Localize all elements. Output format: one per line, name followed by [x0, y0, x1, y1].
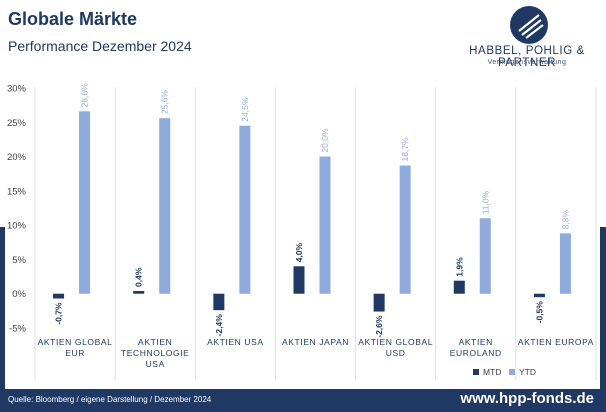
hpp-logo-icon [510, 6, 548, 44]
mtd-bar [533, 293, 545, 298]
ytd-bar [399, 165, 411, 294]
legend-mtd-label: MTD [483, 367, 501, 377]
category-label: USD [386, 348, 406, 358]
ytd-data-label: 11,0% [480, 190, 490, 214]
category-label: AKTIEN USA [207, 337, 264, 347]
footer-source: Quelle: Bloomberg / eigene Darstellung /… [8, 395, 212, 404]
category-label: AKTIEN [138, 337, 172, 347]
category-label: AKTIEN GLOBAL [38, 337, 113, 347]
mtd-bar [373, 293, 385, 312]
category-label: AKTIEN GLOBAL [358, 337, 433, 347]
mtd-bar [453, 280, 465, 294]
footer-bar: Quelle: Bloomberg / eigene Darstellung /… [0, 389, 606, 412]
mtd-bar [293, 266, 305, 294]
ytd-bar [159, 118, 171, 294]
mtd-bar [53, 293, 65, 299]
ytd-data-label: 18,7% [400, 137, 410, 162]
legend-ytd-label: YTD [519, 367, 536, 377]
ytd-data-label: 24,5% [240, 97, 250, 122]
y-tick-label: 25% [7, 118, 27, 129]
footer-url[interactable]: www.hpp-fonds.de [460, 390, 594, 407]
ytd-bar [559, 233, 571, 294]
ytd-data-label: 8,8% [560, 210, 570, 230]
y-tick-label: 20% [7, 152, 27, 163]
chart-subtitle: Performance Dezember 2024 [8, 38, 192, 54]
category-label: AKTIEN EUROPA [518, 337, 594, 347]
y-tick-label: -5% [9, 324, 26, 335]
mtd-data-label: -2,6% [374, 315, 384, 338]
mtd-data-label: -2,4% [214, 314, 224, 337]
performance-chart: 30% 25% 20% 15% 10% 5% 0% -5% -0,7% 26,6% AKTIEN G… [7, 83, 597, 380]
category-label: EUROLAND [450, 348, 502, 358]
category-label: EUR [65, 348, 85, 358]
mtd-bar [213, 293, 225, 311]
mtd-bar [133, 290, 145, 294]
logo-name: HABBEL, POHLIG & PARTNER [469, 45, 585, 69]
left-accent-bar [0, 227, 5, 412]
y-tick-label: 5% [12, 255, 26, 266]
mtd-data-label: 0,4% [134, 267, 144, 287]
ytd-bar [79, 111, 91, 294]
y-tick-label: 0% [12, 289, 26, 300]
ytd-data-label: 26,6% [80, 83, 90, 108]
mtd-data-label: 4,0% [294, 242, 304, 262]
logo-tagline: Vermögensverwaltung [487, 59, 567, 66]
ytd-bar [239, 125, 251, 294]
y-tick-label: 15% [7, 186, 27, 197]
category-label: AKTIEN [459, 337, 493, 347]
chart-title: Globale Märkte [8, 9, 138, 29]
mtd-data-label: -0,5% [534, 301, 544, 324]
legend-mtd-swatch [473, 369, 479, 375]
ytd-bar [479, 218, 491, 294]
mtd-data-label: -0,7% [54, 302, 64, 325]
ytd-bar [319, 156, 331, 294]
y-tick-label: 30% [7, 84, 27, 95]
legend-ytd-swatch [509, 369, 515, 375]
mtd-data-label: 1,9% [454, 257, 464, 277]
category-label: TECHNOLOGIE [121, 348, 189, 358]
category-label: USA [146, 359, 165, 369]
ytd-data-label: 25,6% [160, 90, 170, 115]
category-label: AKTIEN JAPAN [282, 337, 349, 347]
ytd-data-label: 20,0% [320, 128, 330, 153]
y-tick-label: 10% [7, 221, 27, 232]
right-accent-bar [600, 227, 606, 412]
